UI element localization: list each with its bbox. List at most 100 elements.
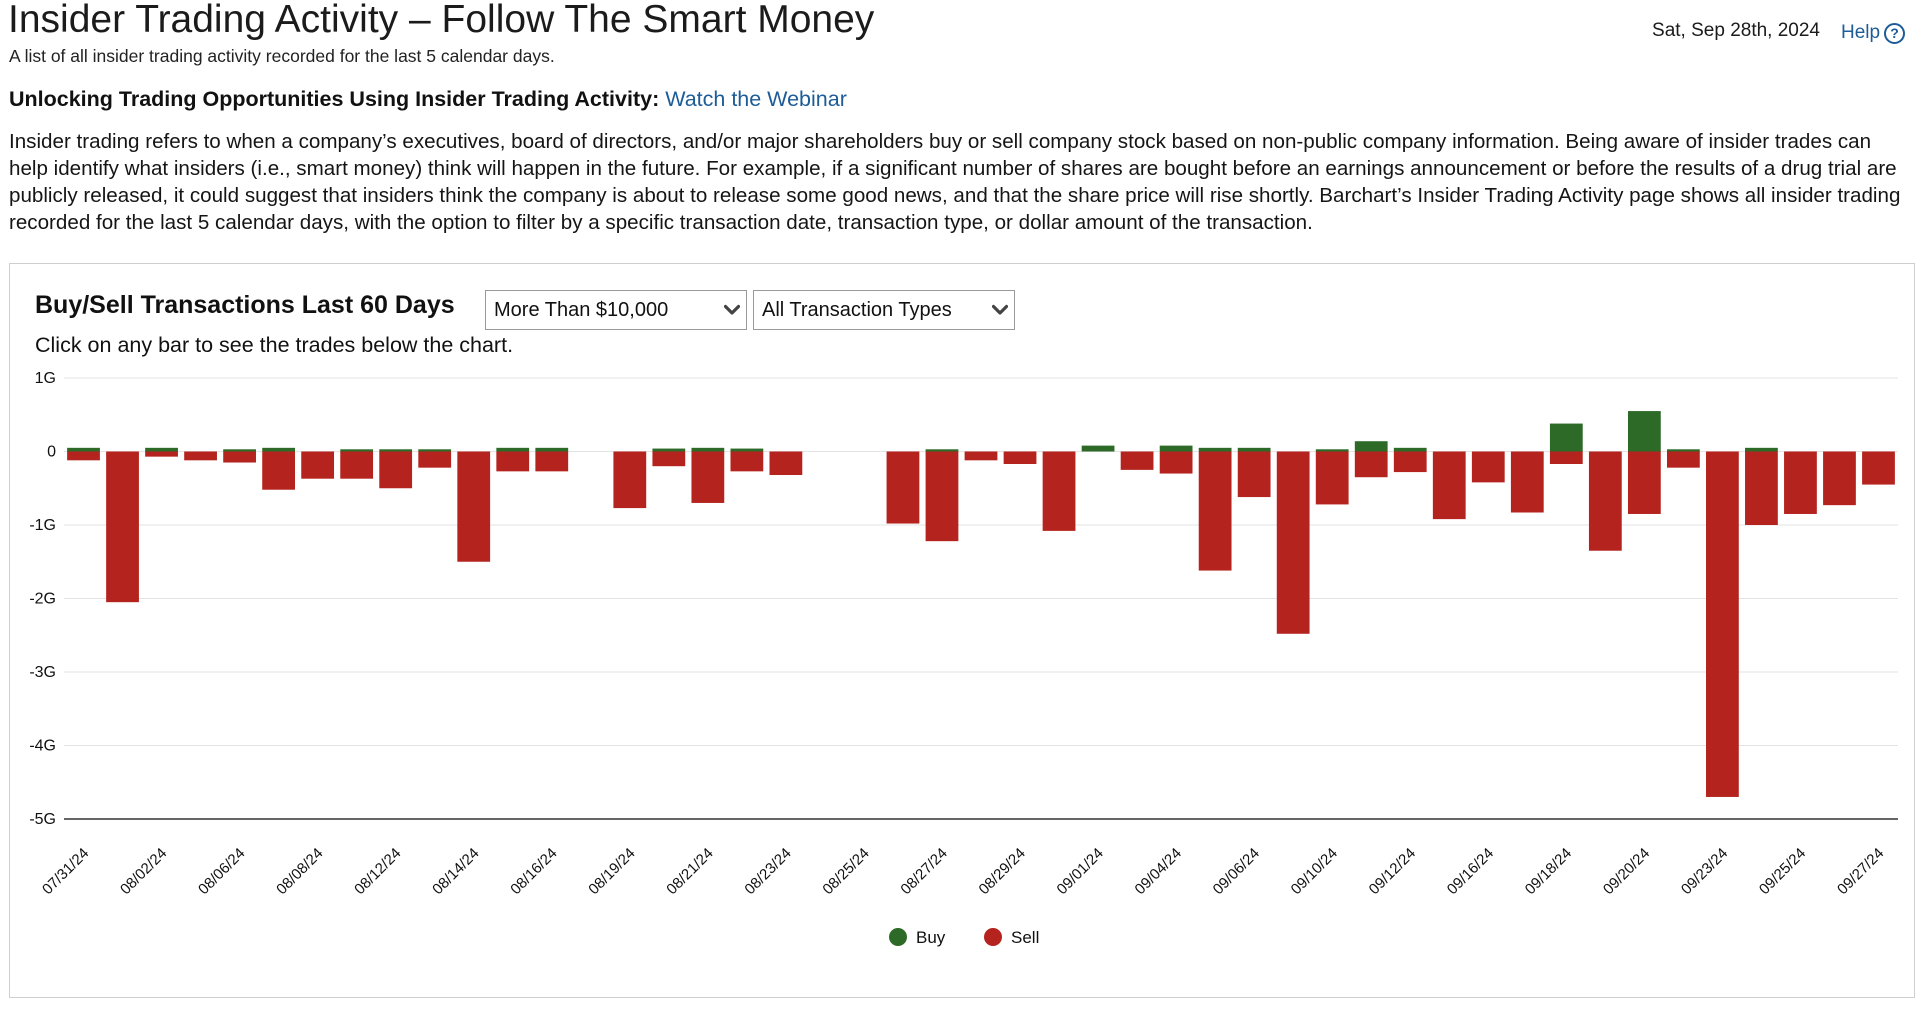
buy-sell-bar-chart: 07/31/2407/31/24 08/01/24 08/02/2408/02/24…	[29, 370, 1898, 947]
buy-bar[interactable]: 08/02/24	[145, 447, 178, 452]
webinar-line: Unlocking Trading Opportunities Using In…	[9, 86, 847, 112]
amount-filter-select[interactable]: More Than $10,000	[485, 290, 747, 330]
chart-panel: Buy/Sell Transactions Last 60 Days More …	[9, 263, 1915, 998]
buy-bar[interactable]: 08/27/24	[925, 449, 959, 452]
x-tick-label: 08/12/24	[351, 845, 404, 898]
buy-bar[interactable]: 08/12/24	[379, 449, 413, 452]
buy-bar[interactable]: 09/04/24	[1159, 445, 1193, 452]
buy-bar[interactable]: 09/10/24	[1315, 449, 1349, 452]
buy-bar[interactable]: 08/16/24	[535, 447, 569, 452]
legend-label: Buy	[916, 928, 946, 947]
sell-bar[interactable]: 08/19/24	[613, 451, 647, 509]
sell-bar[interactable]: 09/17/24	[1510, 451, 1544, 513]
sell-bar[interactable]: 08/22/24	[730, 451, 764, 472]
sell-bar[interactable]: 09/13/24	[1432, 451, 1466, 520]
x-tick-label: 09/06/24	[1210, 845, 1263, 898]
legend-item-sell[interactable]: Sell	[984, 928, 1039, 947]
sell-bar[interactable]: 09/20/24	[1627, 451, 1661, 514]
sell-bar[interactable]: 08/23/24	[769, 451, 803, 476]
x-axis: 07/31/24 08/02/24 08/06/24 08/08/24 08/12/24…	[39, 845, 1887, 898]
buy-bar[interactable]: 08/07/24	[262, 447, 296, 452]
sell-bar[interactable]: 08/15/24	[496, 451, 530, 472]
transaction-type-value: All Transaction Types	[762, 298, 952, 321]
sell-bar[interactable]: 08/30/24	[1042, 451, 1076, 531]
sell-bar[interactable]: 08/20/24	[652, 451, 686, 467]
sell-bar[interactable]: 09/26/24	[1823, 451, 1856, 506]
sell-bar[interactable]: 09/18/24	[1549, 451, 1583, 464]
sell-bar[interactable]: 08/01/24	[106, 451, 139, 603]
buy-bar[interactable]: 09/11/24	[1354, 441, 1388, 452]
legend-marker	[984, 928, 1002, 946]
sell-bar[interactable]: 08/12/24	[379, 451, 413, 489]
buy-bar[interactable]: 09/20/24	[1627, 411, 1661, 452]
sell-bar[interactable]: 09/03/24	[1120, 451, 1154, 470]
x-tick-label: 09/27/24	[1834, 845, 1887, 898]
sell-bar[interactable]: 08/26/24	[886, 451, 920, 524]
buy-bar[interactable]: 09/22/24	[1666, 449, 1700, 452]
current-date: Sat, Sep 28th, 2024	[1652, 20, 1820, 41]
sell-bar[interactable]: 08/02/24	[145, 451, 178, 457]
sell-bar[interactable]: 09/06/24	[1237, 451, 1271, 498]
chart-grid	[64, 377, 1898, 820]
sell-bar[interactable]: 08/16/24	[535, 451, 569, 472]
sell-bar[interactable]: 08/28/24	[964, 451, 998, 461]
y-tick-label: -5G	[29, 811, 56, 828]
question-circle-icon[interactable]: ?	[1884, 22, 1906, 44]
chart-bars: 07/31/2407/31/24 08/01/24 08/02/2408/02/24…	[67, 411, 1895, 797]
x-tick-label: 09/23/24	[1678, 845, 1731, 898]
y-tick-label: -3G	[29, 664, 56, 681]
sell-bar[interactable]: 08/13/24	[418, 451, 452, 468]
buy-bar[interactable]: 09/05/24	[1198, 447, 1232, 452]
x-tick-label: 09/18/24	[1522, 845, 1575, 898]
sell-bar[interactable]: 09/10/24	[1315, 451, 1349, 505]
x-tick-label: 08/06/24	[195, 845, 248, 898]
chart-hint: Click on any bar to see the trades below…	[35, 333, 514, 357]
sell-bar[interactable]: 08/05/24	[184, 451, 217, 461]
sell-bar[interactable]: 08/27/24	[925, 451, 959, 542]
transaction-type-select[interactable]: All Transaction Types	[753, 290, 1015, 330]
sell-bar[interactable]: 08/06/24	[223, 451, 256, 463]
sell-bar[interactable]: 09/25/24	[1784, 451, 1817, 514]
legend-item-buy[interactable]: Buy	[889, 928, 946, 947]
sell-bar[interactable]: 08/07/24	[262, 451, 296, 490]
buy-bar[interactable]: 09/12/24	[1393, 447, 1427, 452]
help-link[interactable]: Help ?	[1841, 21, 1906, 45]
sell-bar[interactable]: 09/22/24	[1666, 451, 1700, 468]
sell-bar[interactable]: 09/27/24	[1862, 451, 1895, 485]
sell-bar[interactable]: 08/21/24	[691, 451, 725, 503]
sell-bar[interactable]: 09/19/24	[1588, 451, 1622, 551]
buy-bar[interactable]: 09/01/24	[1081, 445, 1115, 452]
buy-bar[interactable]: 07/31/24	[67, 447, 100, 452]
sell-bar[interactable]: 09/23/24	[1706, 451, 1739, 797]
sell-bar[interactable]: 09/24/24	[1745, 451, 1778, 526]
sell-bar[interactable]: 09/16/24	[1471, 451, 1505, 483]
x-tick-label: 08/25/24	[819, 845, 872, 898]
buy-bar[interactable]: 08/06/24	[223, 449, 256, 452]
webinar-lead: Unlocking Trading Opportunities Using In…	[9, 87, 660, 111]
sell-bar[interactable]: 08/14/24	[457, 451, 491, 562]
x-tick-label: 08/19/24	[585, 845, 638, 898]
buy-bar[interactable]: 08/21/24	[691, 447, 725, 452]
watch-webinar-link[interactable]: Watch the Webinar	[665, 87, 847, 111]
sell-bar[interactable]: 09/12/24	[1393, 451, 1427, 473]
x-tick-label: 08/16/24	[507, 845, 560, 898]
sell-bar[interactable]: 07/31/24	[67, 451, 100, 461]
sell-bar[interactable]: 08/08/24	[301, 451, 335, 479]
buy-bar[interactable]: 09/24/24	[1745, 447, 1778, 452]
buy-bar[interactable]: 08/13/24	[418, 449, 452, 452]
buy-bar[interactable]: 09/06/24	[1237, 447, 1271, 452]
sell-bar[interactable]: 09/09/24	[1276, 451, 1310, 634]
sell-bar[interactable]: 08/09/24	[340, 451, 374, 479]
sell-bar[interactable]: 09/11/24	[1354, 451, 1388, 478]
buy-bar[interactable]: 08/20/24	[652, 448, 686, 452]
buy-bar[interactable]: 08/15/24	[496, 447, 530, 452]
buy-bar[interactable]: 09/18/24	[1549, 423, 1583, 452]
legend-label: Sell	[1011, 928, 1039, 947]
x-tick-label: 09/25/24	[1756, 845, 1809, 898]
x-tick-label: 09/20/24	[1600, 845, 1653, 898]
sell-bar[interactable]: 09/04/24	[1159, 451, 1193, 474]
buy-bar[interactable]: 08/22/24	[730, 448, 764, 452]
sell-bar[interactable]: 09/05/24	[1198, 451, 1232, 571]
sell-bar[interactable]: 08/29/24	[1003, 451, 1037, 464]
buy-bar[interactable]: 08/09/24	[340, 449, 374, 452]
